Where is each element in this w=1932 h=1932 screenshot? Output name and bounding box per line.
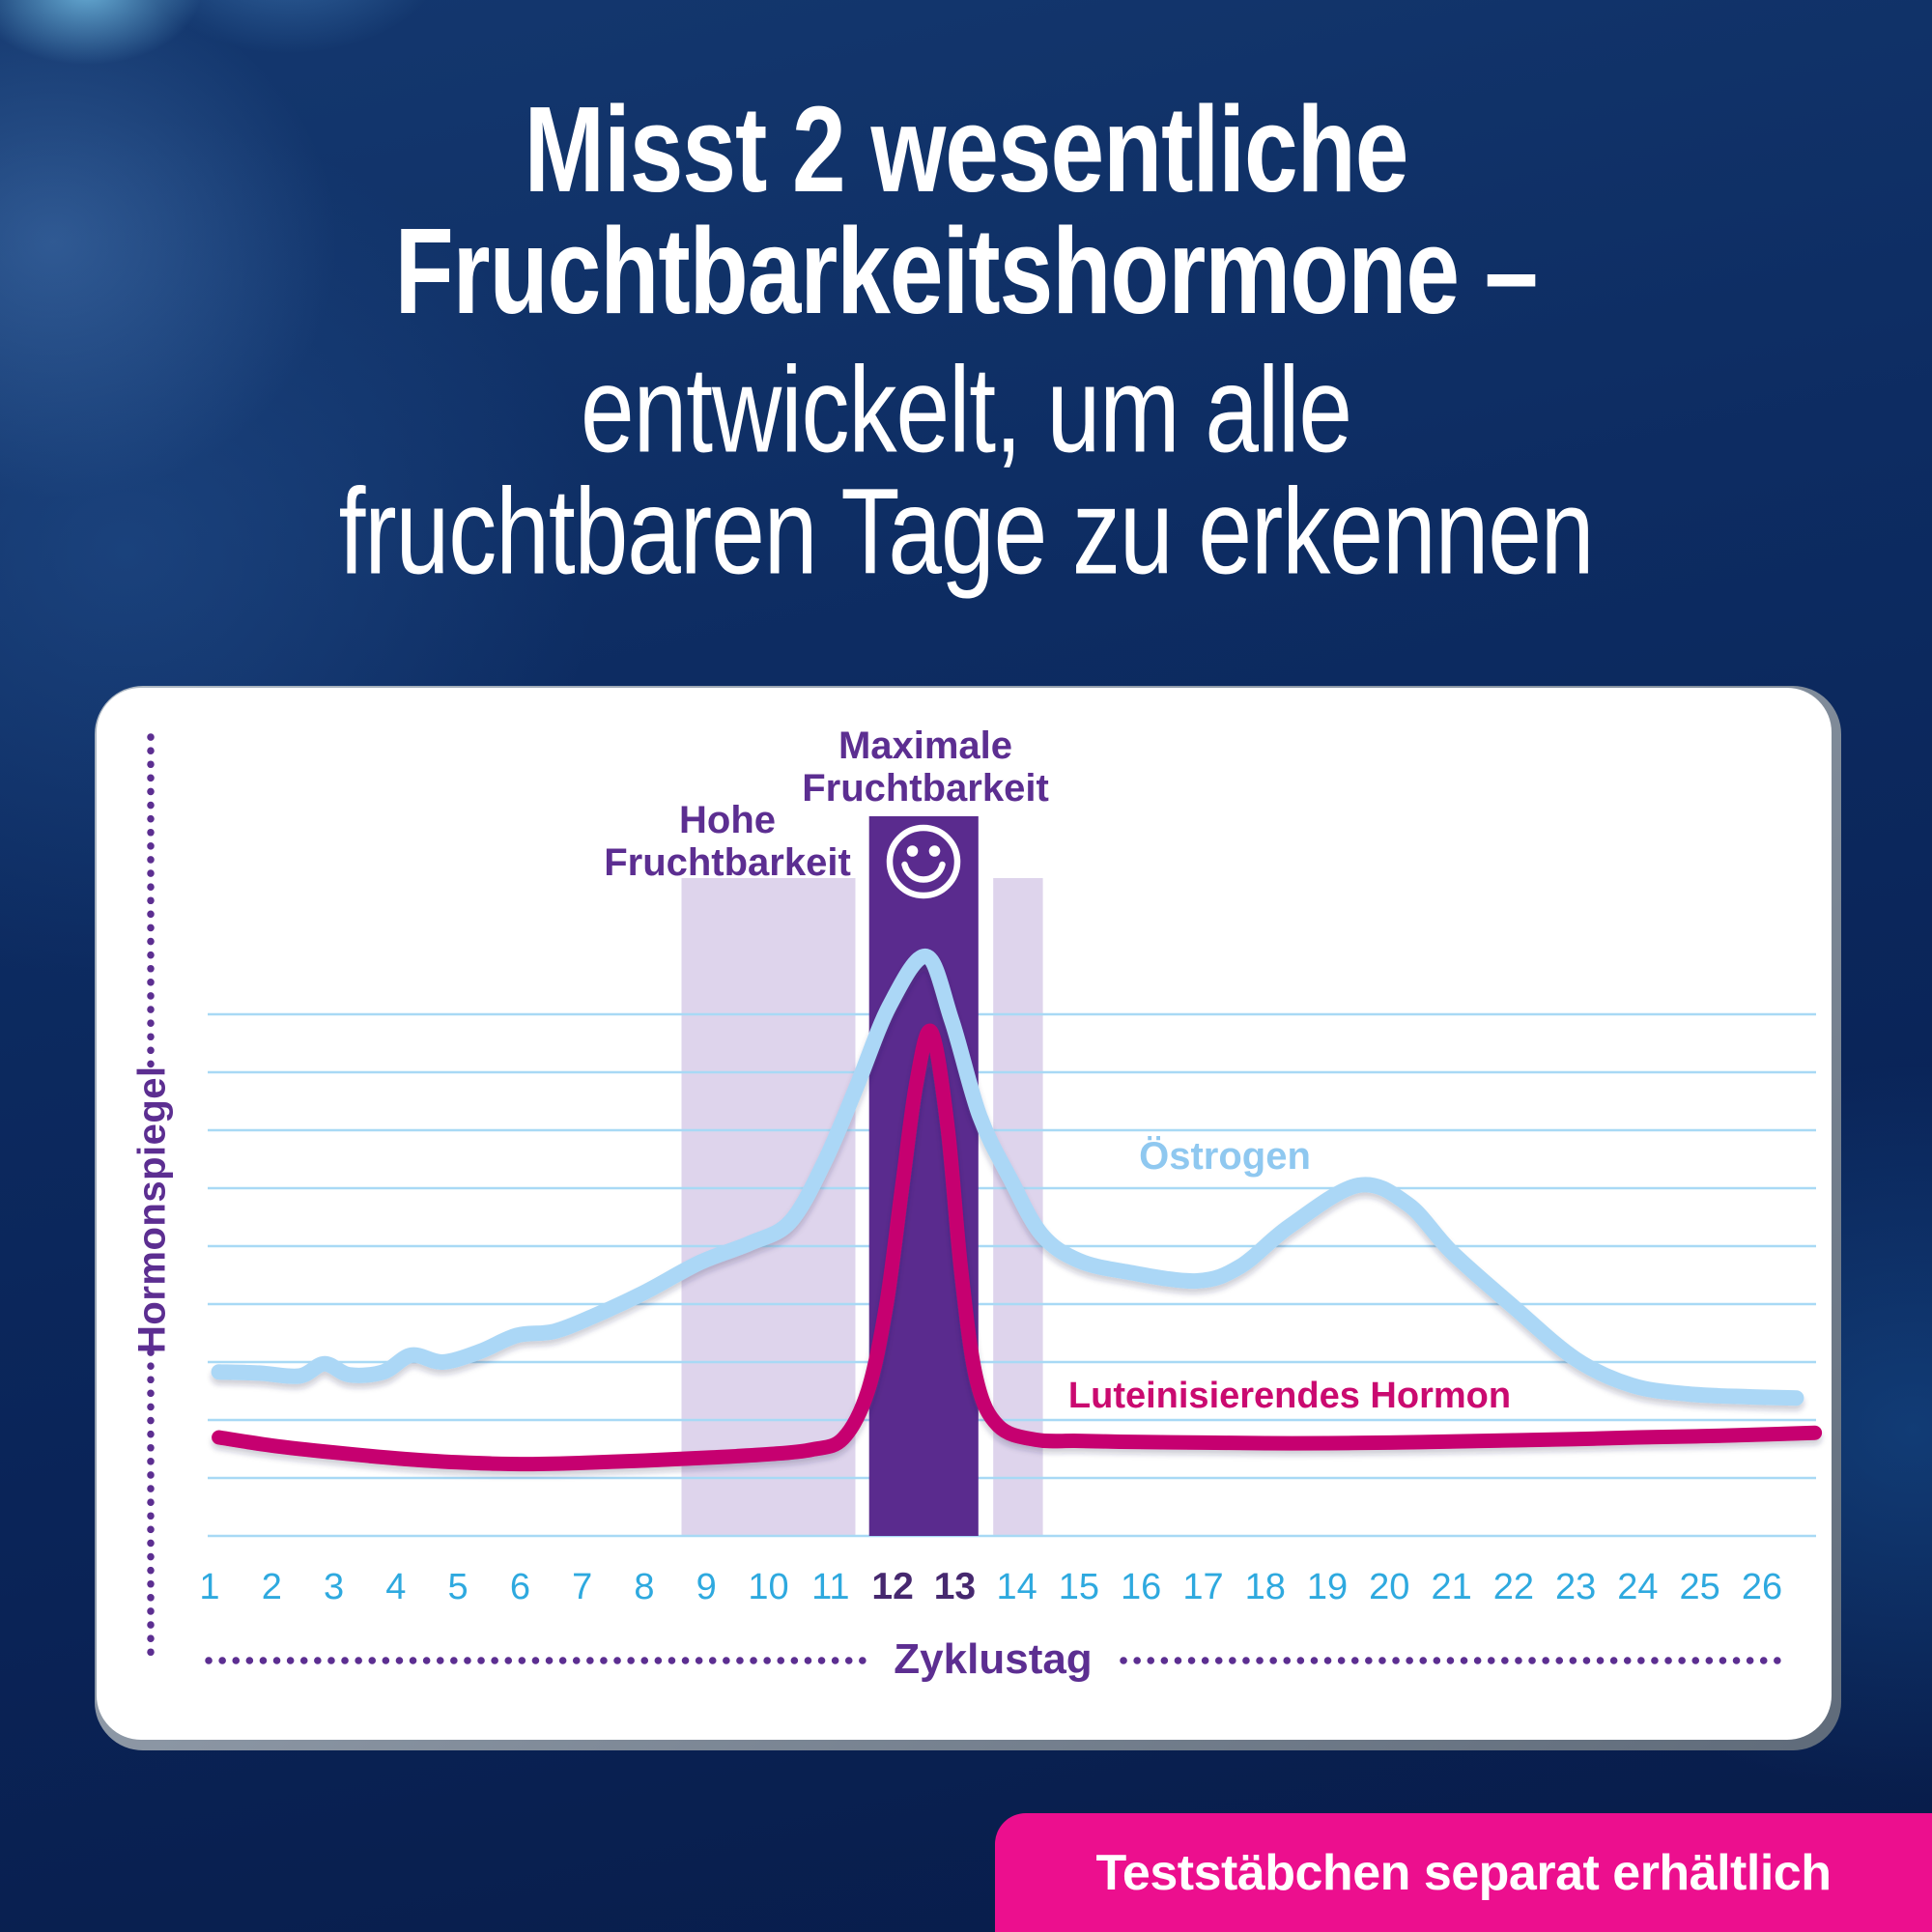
- high-fertility-band: [681, 878, 856, 1536]
- chart-card: Hormonspiegel Maximale Fruchtbarkeit Hoh…: [97, 688, 1832, 1740]
- x-tick-9: 9: [696, 1567, 717, 1607]
- x-tick-16: 16: [1121, 1567, 1162, 1607]
- x-tick-7: 7: [572, 1567, 593, 1607]
- x-tick-18: 18: [1244, 1567, 1286, 1607]
- smiley-face-icon: [886, 824, 961, 899]
- page-title: Misst 2 wesentliche Fruchtbarkeitshormon…: [0, 89, 1932, 593]
- estrogen-curve: [211, 949, 1804, 1406]
- disclaimer-banner: Teststäbchen separat erhältlich: [995, 1813, 1932, 1932]
- peak-fertility-label-line2: Fruchtbarkeit: [802, 767, 1049, 810]
- title-line-2: Fruchtbarkeitshormone –: [394, 203, 1539, 340]
- x-tick-21: 21: [1431, 1567, 1472, 1607]
- x-tick-23: 23: [1555, 1567, 1597, 1607]
- lh-series-label: Luteinisierendes Hormon: [1067, 1376, 1512, 1416]
- x-tick-8: 8: [634, 1567, 655, 1607]
- x-tick-17: 17: [1182, 1567, 1224, 1607]
- high-fertility-label-line2: Fruchtbarkeit: [604, 841, 851, 884]
- x-tick-24: 24: [1617, 1567, 1659, 1607]
- x-tick-13: 13: [933, 1566, 977, 1607]
- x-tick-25: 25: [1679, 1567, 1720, 1607]
- x-tick-22: 22: [1492, 1567, 1535, 1607]
- x-tick-4: 4: [385, 1567, 407, 1607]
- high-fertility-label: Hohe Fruchtbarkeit: [438, 799, 1017, 884]
- title-line-4: fruchtbaren Tage zu erkennen: [338, 464, 1595, 601]
- x-tick-3: 3: [324, 1567, 345, 1607]
- x-axis-ticks: 1 2 3 4 5 6 7 8 9 10 11 12 13 14 15 16 17 18 19 20 21 22 23 24 2…: [97, 1568, 1832, 1610]
- x-tick-10: 10: [748, 1567, 789, 1607]
- x-tick-5: 5: [447, 1567, 469, 1607]
- x-tick-15: 15: [1058, 1567, 1100, 1607]
- x-tick-20: 20: [1369, 1567, 1410, 1607]
- x-tick-12: 12: [871, 1566, 914, 1607]
- x-tick-2: 2: [261, 1567, 282, 1607]
- x-tick-6: 6: [509, 1567, 530, 1607]
- x-tick-11: 11: [811, 1567, 850, 1607]
- title-line-3: entwickelt, um alle: [581, 342, 1352, 479]
- x-tick-19: 19: [1306, 1567, 1349, 1607]
- peak-fertility-label: Maximale Fruchtbarkeit: [636, 724, 1215, 810]
- high-fertility-label-line1: Hohe: [679, 799, 776, 841]
- x-tick-26: 26: [1741, 1567, 1783, 1607]
- title-line-1: Misst 2 wesentliche: [524, 81, 1409, 218]
- estrogen-series-label: Östrogen: [1139, 1135, 1311, 1178]
- disclaimer-banner-label: Teststäbchen separat erhältlich: [1095, 1844, 1832, 1901]
- x-tick-14: 14: [996, 1567, 1037, 1607]
- x-tick-1: 1: [199, 1567, 220, 1607]
- hormone-chart: [147, 733, 1823, 1664]
- x-axis-label: Zyklustag: [894, 1635, 1093, 1683]
- lh-curve: [212, 1023, 1823, 1472]
- y-axis-label: Hormonspiegel: [130, 1065, 174, 1353]
- peak-fertility-label-line1: Maximale: [838, 724, 1013, 767]
- peak-fertility-bar: [868, 816, 979, 1536]
- chart-card-shadow: Hormonspiegel Maximale Fruchtbarkeit Hoh…: [95, 686, 1841, 1750]
